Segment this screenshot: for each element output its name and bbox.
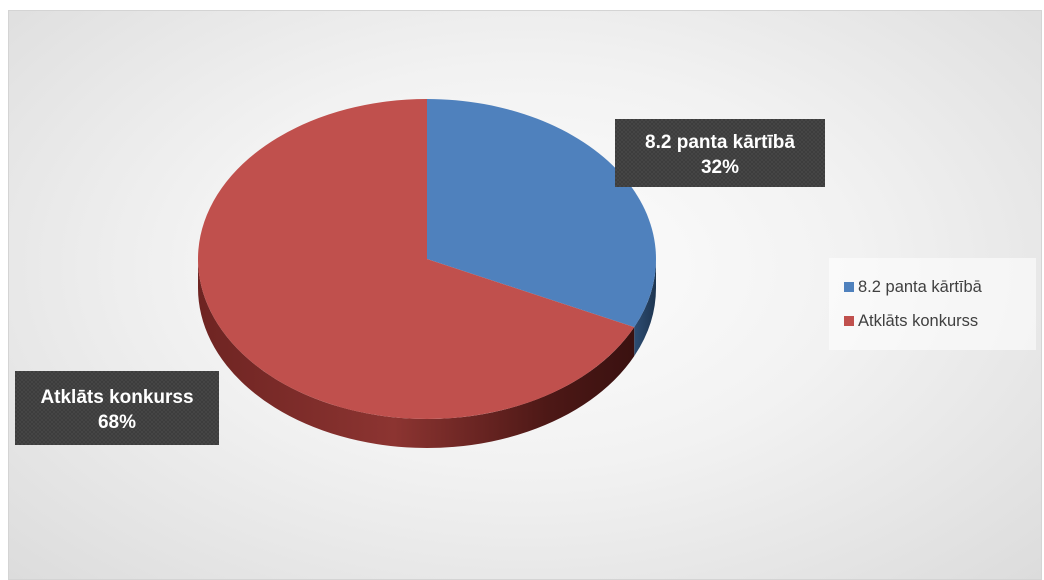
legend-swatch-red [844, 316, 854, 326]
data-label-category: 8.2 panta kārtībā [645, 132, 795, 153]
data-label-category: Atklāts konkurss [40, 387, 193, 408]
pie-chart: 8.2 panta kārtībā 32% Atklāts konkurss 68% [15, 99, 825, 448]
pie-slice-atklats-konkurss[interactable] [198, 99, 635, 419]
data-label-box [615, 119, 825, 187]
legend-item-8-2-panta: 8.2 panta kārtībā [844, 270, 1036, 304]
chart-area: 8.2 panta kārtībā 32% Atklāts konkurss 68% … [8, 10, 1042, 580]
legend-swatch-blue [844, 282, 854, 292]
data-label-8-2-panta-kartiba: 8.2 panta kārtībā 32% [615, 119, 825, 187]
data-label-box [15, 371, 219, 445]
legend-item-atklats-konkurss: Atklāts konkurss [844, 304, 1036, 338]
data-label-value: 68% [98, 412, 136, 433]
pie-slice-8-2-panta-kartiba[interactable] [427, 99, 656, 328]
legend: 8.2 panta kārtībā Atklāts konkurss [829, 258, 1036, 350]
data-label-atklats-konkurss: Atklāts konkurss 68% [15, 371, 219, 445]
pie-side-8-2-panta-kartiba [634, 259, 656, 357]
legend-label-8-2-panta: 8.2 panta kārtībā [858, 277, 982, 296]
data-label-value: 32% [701, 157, 739, 178]
pie-side-atklats-konkurss [198, 259, 635, 448]
legend-label-atklats-konkurss: Atklāts konkurss [858, 311, 979, 330]
